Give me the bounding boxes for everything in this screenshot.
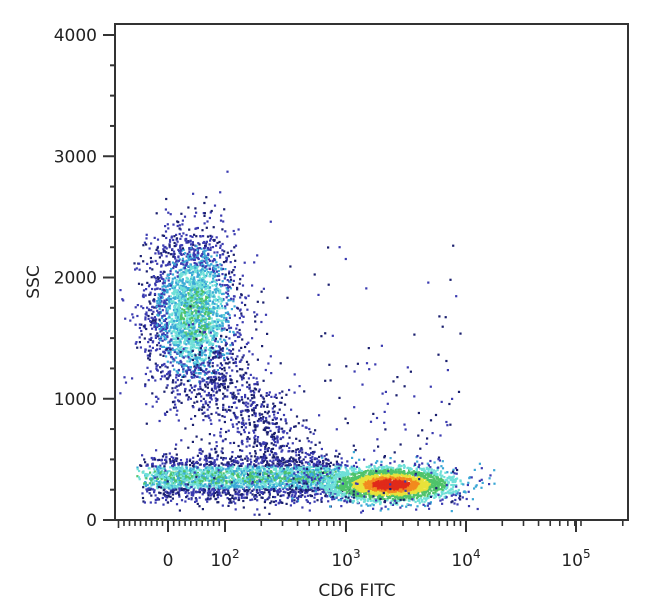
y-tick-label: 1000 (54, 390, 97, 410)
x-axis-label: CD6 FITC (318, 581, 395, 601)
x-tick-label: 103 (331, 547, 360, 571)
x-tick-label: 105 (561, 547, 590, 571)
y-tick-label: 0 (86, 511, 97, 531)
x-tick-label: 102 (210, 547, 239, 571)
x-tick-label: 0 (163, 551, 174, 571)
y-tick-label: 2000 (54, 269, 97, 289)
y-axis-label: SSC (24, 265, 44, 298)
y-axis: 0 1000 2000 3000 4000 (54, 26, 115, 531)
x-axis: 0 102 103 104 105 (117, 520, 624, 571)
y-tick-label: 4000 (54, 26, 97, 46)
scatter-points (119, 170, 496, 516)
x-tick-label: 104 (451, 547, 480, 571)
y-tick-label: 3000 (54, 147, 97, 167)
plot-frame (114, 23, 629, 521)
